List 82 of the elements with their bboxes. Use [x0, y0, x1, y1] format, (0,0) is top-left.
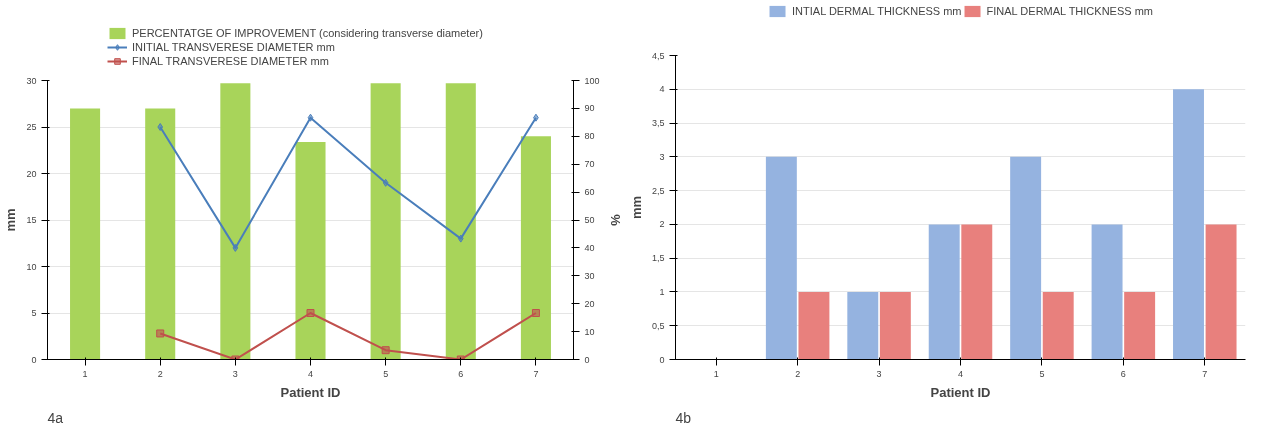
x-tick-label: 6: [1120, 368, 1126, 379]
x-tick-label: 6: [458, 368, 464, 379]
y-tick-label: 3: [659, 151, 665, 162]
x-tick-label: 2: [795, 368, 801, 379]
y-tick-label: 1,5: [651, 253, 665, 264]
legend-label: FINAL DERMAL THICKNESS mm: [986, 4, 1153, 18]
point: [381, 346, 390, 355]
y2-tick-label: 90: [584, 103, 595, 114]
bar: [847, 291, 879, 360]
point: [382, 178, 389, 187]
x-tick-label: 1: [713, 368, 719, 379]
y-tick-label: 4,5: [651, 50, 665, 61]
bar: [879, 291, 911, 360]
bar: [1010, 156, 1042, 360]
legend-label: FINAL TRANSVERESE DIAMETER mm: [132, 54, 329, 68]
text: 4a: [47, 409, 64, 426]
y2-tick-label: 60: [584, 187, 595, 198]
x-tick-label: 4: [308, 368, 314, 379]
x-tick-label: 4: [958, 368, 964, 379]
text: 4b: [675, 409, 692, 426]
point: [531, 309, 540, 317]
bar: [70, 108, 101, 360]
x-tick-label: 5: [1039, 368, 1045, 379]
bar: [798, 291, 830, 360]
x-tick-label: 7: [533, 368, 539, 379]
y2-axis-title: %: [607, 214, 623, 227]
y-tick-label: 0: [31, 354, 37, 365]
y2-tick-label: 20: [584, 298, 595, 309]
bar: [1042, 291, 1074, 360]
legend-label: INITIAL TRANSVERESE DIAMETER mm: [132, 40, 335, 54]
y2-tick-label: 80: [584, 131, 595, 142]
bar: [765, 156, 797, 360]
y-tick-label: 15: [26, 215, 37, 225]
y-tick-label: 2,5: [651, 185, 665, 196]
point: [232, 243, 239, 252]
y2-tick-label: 30: [584, 270, 595, 281]
bar: [520, 136, 551, 360]
y-tick-label: 0,5: [651, 320, 665, 331]
x-tick-label: 3: [232, 368, 238, 379]
x-tick-label: 1: [82, 368, 88, 379]
point: [457, 234, 464, 243]
bar: [370, 83, 401, 360]
y-tick-label: 20: [26, 168, 37, 179]
x-tick-label: 3: [876, 368, 882, 379]
y-tick-label: 1: [659, 286, 665, 297]
y2-tick-label: 100: [584, 75, 600, 86]
bar: [295, 141, 326, 360]
y-tick-label: 10: [26, 261, 37, 272]
y2-tick-label: 50: [584, 215, 595, 225]
point: [156, 329, 165, 338]
x-axis-title: Patient ID: [930, 384, 991, 400]
y-tick-label: 5: [31, 308, 37, 318]
y-tick-label: 4: [659, 84, 665, 95]
point: [307, 113, 314, 122]
point: [306, 309, 315, 317]
bar: [1173, 89, 1204, 360]
bar: [220, 83, 251, 360]
x-axis-title: Patient ID: [280, 384, 341, 400]
x-tick-label: 2: [157, 368, 163, 379]
point: [157, 123, 164, 131]
x-tick-label: 5: [383, 368, 389, 379]
y2-tick-label: 40: [584, 242, 595, 253]
y2-tick-label: 70: [584, 159, 595, 170]
bar: [961, 224, 993, 360]
y2-tick-label: 10: [584, 326, 595, 337]
bar: [1124, 291, 1156, 360]
bar: [928, 224, 960, 360]
bar: [1091, 224, 1123, 360]
y-tick-label: 2: [659, 219, 665, 230]
y-axis-title: mm: [3, 208, 19, 232]
bar: [1205, 224, 1237, 360]
legend-label: INTIAL DERMAL THICKNESS mm: [792, 4, 962, 18]
y-tick-label: 0: [659, 354, 665, 365]
bar: [145, 108, 176, 360]
y-axis-title: mm: [628, 195, 644, 220]
y-tick-label: 3,5: [651, 118, 665, 129]
y-tick-label: 30: [26, 75, 37, 86]
y2-tick-label: 0: [584, 354, 590, 365]
bar: [445, 83, 476, 360]
legend-label: PERCENTATGE OF IMPROVEMENT (considering transverse diameter): [132, 26, 483, 40]
x-tick-label: 7: [1202, 368, 1208, 379]
y-tick-label: 25: [26, 122, 37, 132]
